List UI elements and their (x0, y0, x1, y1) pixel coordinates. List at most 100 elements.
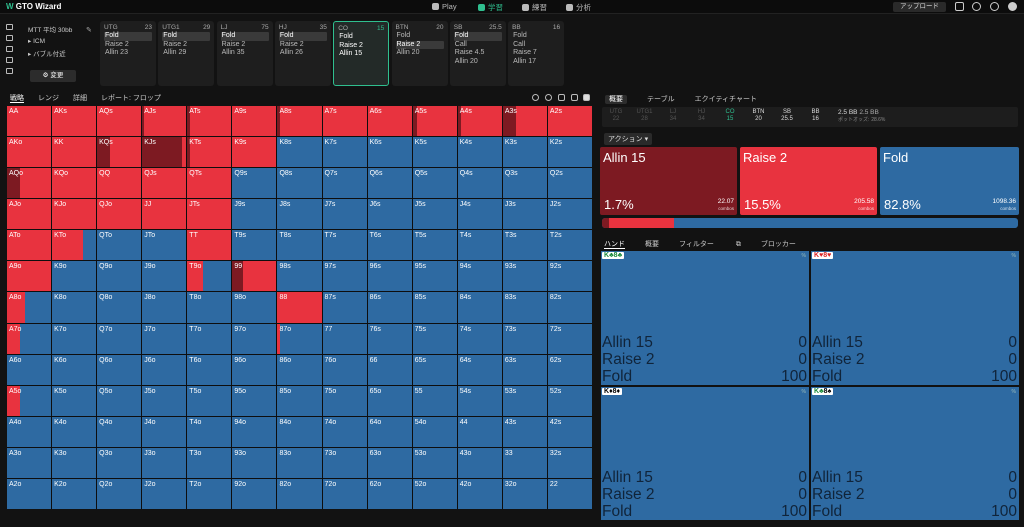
hand-cell[interactable]: 54o (412, 416, 457, 447)
hand-cell[interactable]: JTo (142, 230, 187, 261)
home-icon[interactable] (6, 24, 13, 30)
hand-cell[interactable]: 83o (277, 447, 322, 478)
hand-cell[interactable]: J3s (502, 199, 547, 230)
hand-cell[interactable]: JTs (187, 199, 232, 230)
hand-cell[interactable]: A6s (367, 106, 412, 137)
text-icon[interactable] (6, 68, 13, 74)
tab-blocker[interactable]: ブロッカー (760, 241, 796, 248)
position-hj[interactable]: HJ 35 Fold Raise 2 Allin 26 (274, 21, 331, 86)
hand-cell[interactable]: 42s (547, 416, 592, 447)
hand-cell[interactable]: J4o (142, 416, 187, 447)
hand-cell[interactable]: 88 (277, 292, 322, 323)
position-lj[interactable]: LJ 75 Fold Raise 2 Allin 35 (216, 21, 273, 86)
hand-cell[interactable]: T9s (232, 230, 277, 261)
hand-cell[interactable]: 73s (502, 323, 547, 354)
hand-cell[interactable]: 94o (232, 416, 277, 447)
hand-cell[interactable]: A5s (412, 106, 457, 137)
hand-cell[interactable]: 65s (412, 354, 457, 385)
hand-cell[interactable]: T6o (187, 354, 232, 385)
position-action[interactable]: Allin 23 (105, 49, 128, 56)
hand-cell[interactable]: J8o (142, 292, 187, 323)
hand-cell[interactable]: 87o (277, 323, 322, 354)
hand-cell[interactable]: J6s (367, 199, 412, 230)
hand-cell[interactable]: QTo (97, 230, 142, 261)
hand-cell[interactable]: QQ (97, 168, 142, 199)
hand-cell[interactable]: T8o (187, 292, 232, 323)
hand-cell[interactable]: Q3o (97, 447, 142, 478)
position-action[interactable]: Fold (453, 32, 502, 41)
hand-cell[interactable]: 66 (367, 354, 412, 385)
combo-card[interactable]: K♣8♠% Allin 15 0 Raise 2 0 Fold 100 (811, 386, 1019, 520)
position-bb[interactable]: BB 16 Fold Call Raise 7 Allin 17 (508, 21, 565, 86)
position-action[interactable]: Allin 20 (396, 49, 420, 56)
position-action[interactable]: Allin 20 (454, 57, 478, 65)
position-btn[interactable]: BTN 20 Fold Raise 2 Allin 20 (391, 21, 448, 86)
nav-practice[interactable]: 練習 (522, 2, 547, 13)
hand-cell[interactable]: 82s (547, 292, 592, 323)
hand-cell[interactable]: 94s (457, 261, 502, 292)
hand-cell[interactable]: 22 (547, 478, 592, 509)
position-action[interactable]: Raise 2 (163, 40, 188, 48)
hand-cell[interactable]: KTs (187, 137, 232, 168)
hand-cell[interactable]: 93s (502, 261, 547, 292)
hand-cell[interactable]: K5o (52, 385, 97, 416)
hand-cell[interactable]: 53o (412, 447, 457, 478)
hand-cell[interactable]: 42o (457, 478, 502, 509)
action-raise-2[interactable]: Raise 2 15.5% 205.58 combos (740, 147, 877, 215)
position-action[interactable]: Allin 26 (279, 49, 303, 56)
hand-cell[interactable]: K8s (277, 137, 322, 168)
hand-cell[interactable]: Q5s (412, 168, 457, 199)
hand-cell[interactable]: 72s (547, 323, 592, 354)
hand-cell[interactable]: K7o (52, 323, 97, 354)
save-icon[interactable] (6, 46, 13, 52)
chip-icon[interactable] (6, 57, 13, 63)
position-utg[interactable]: UTG 23 Fold Raise 2 Allin 23 (100, 21, 156, 86)
hand-cell[interactable]: Q9o (97, 261, 142, 292)
tab-details[interactable]: 詳細 (73, 95, 87, 102)
hand-cell[interactable]: J8s (277, 199, 322, 230)
hand-cell[interactable]: 84s (457, 292, 502, 323)
nav-study[interactable]: 学習 (478, 2, 503, 13)
hand-cell[interactable]: 97o (232, 323, 277, 354)
hand-cell[interactable]: T4o (187, 416, 232, 447)
hand-cell[interactable]: J6o (142, 354, 187, 385)
hand-cell[interactable]: T3o (187, 447, 232, 478)
position-action[interactable]: Raise 2 (395, 40, 444, 49)
hand-cell[interactable]: KJs (142, 137, 187, 168)
tab-range[interactable]: レンジ (38, 95, 59, 102)
hand-cell[interactable]: KTo (52, 230, 97, 261)
hand-cell[interactable]: Q8s (277, 168, 322, 199)
hand-cell[interactable]: 64s (457, 354, 502, 385)
hand-cell[interactable]: K2s (547, 137, 592, 168)
hand-cell[interactable]: 43o (457, 447, 502, 478)
hand-cell[interactable]: T4s (457, 230, 502, 261)
position-action[interactable]: Raise 7 (513, 49, 537, 56)
hand-cell[interactable]: Q8o (97, 292, 142, 323)
combo-card[interactable]: K♥8♥% Allin 15 0 Raise 2 0 Fold 100 (811, 251, 1019, 385)
hand-cell[interactable]: J9s (232, 199, 277, 230)
hand-cell[interactable]: QJo (97, 199, 142, 230)
hand-cell[interactable]: J7s (322, 199, 367, 230)
hand-cell[interactable]: A3o (7, 447, 52, 478)
action-allin-15[interactable]: Allin 15 1.7% 22.07 combos (600, 147, 737, 215)
hand-cell[interactable]: 43s (502, 416, 547, 447)
position-action[interactable]: Raise 2 (339, 41, 363, 49)
position-action[interactable]: Raise 4.5 (454, 49, 485, 56)
hand-cell[interactable]: Q4s (457, 168, 502, 199)
hand-cell[interactable]: KJo (52, 199, 97, 230)
hand-cell[interactable]: 76s (367, 323, 412, 354)
tab-summary[interactable]: 概要 (645, 241, 659, 248)
hand-cell[interactable]: K4s (457, 137, 502, 168)
hand-cell[interactable]: J4s (457, 199, 502, 230)
hand-cell[interactable]: AQo (7, 168, 52, 199)
position-action[interactable]: Fold (104, 32, 152, 41)
hand-cell[interactable]: A5o (7, 385, 52, 416)
hand-cell[interactable]: Q4o (97, 416, 142, 447)
hand-cell[interactable]: KQs (97, 137, 142, 168)
tab-table[interactable]: テーブル (647, 96, 675, 103)
hand-cell[interactable]: 55 (412, 385, 457, 416)
hand-cell[interactable]: 33 (502, 447, 547, 478)
position-action[interactable]: Call (513, 40, 526, 48)
hand-cell[interactable]: Q5o (97, 385, 142, 416)
hand-cell[interactable]: Q7s (322, 168, 367, 199)
